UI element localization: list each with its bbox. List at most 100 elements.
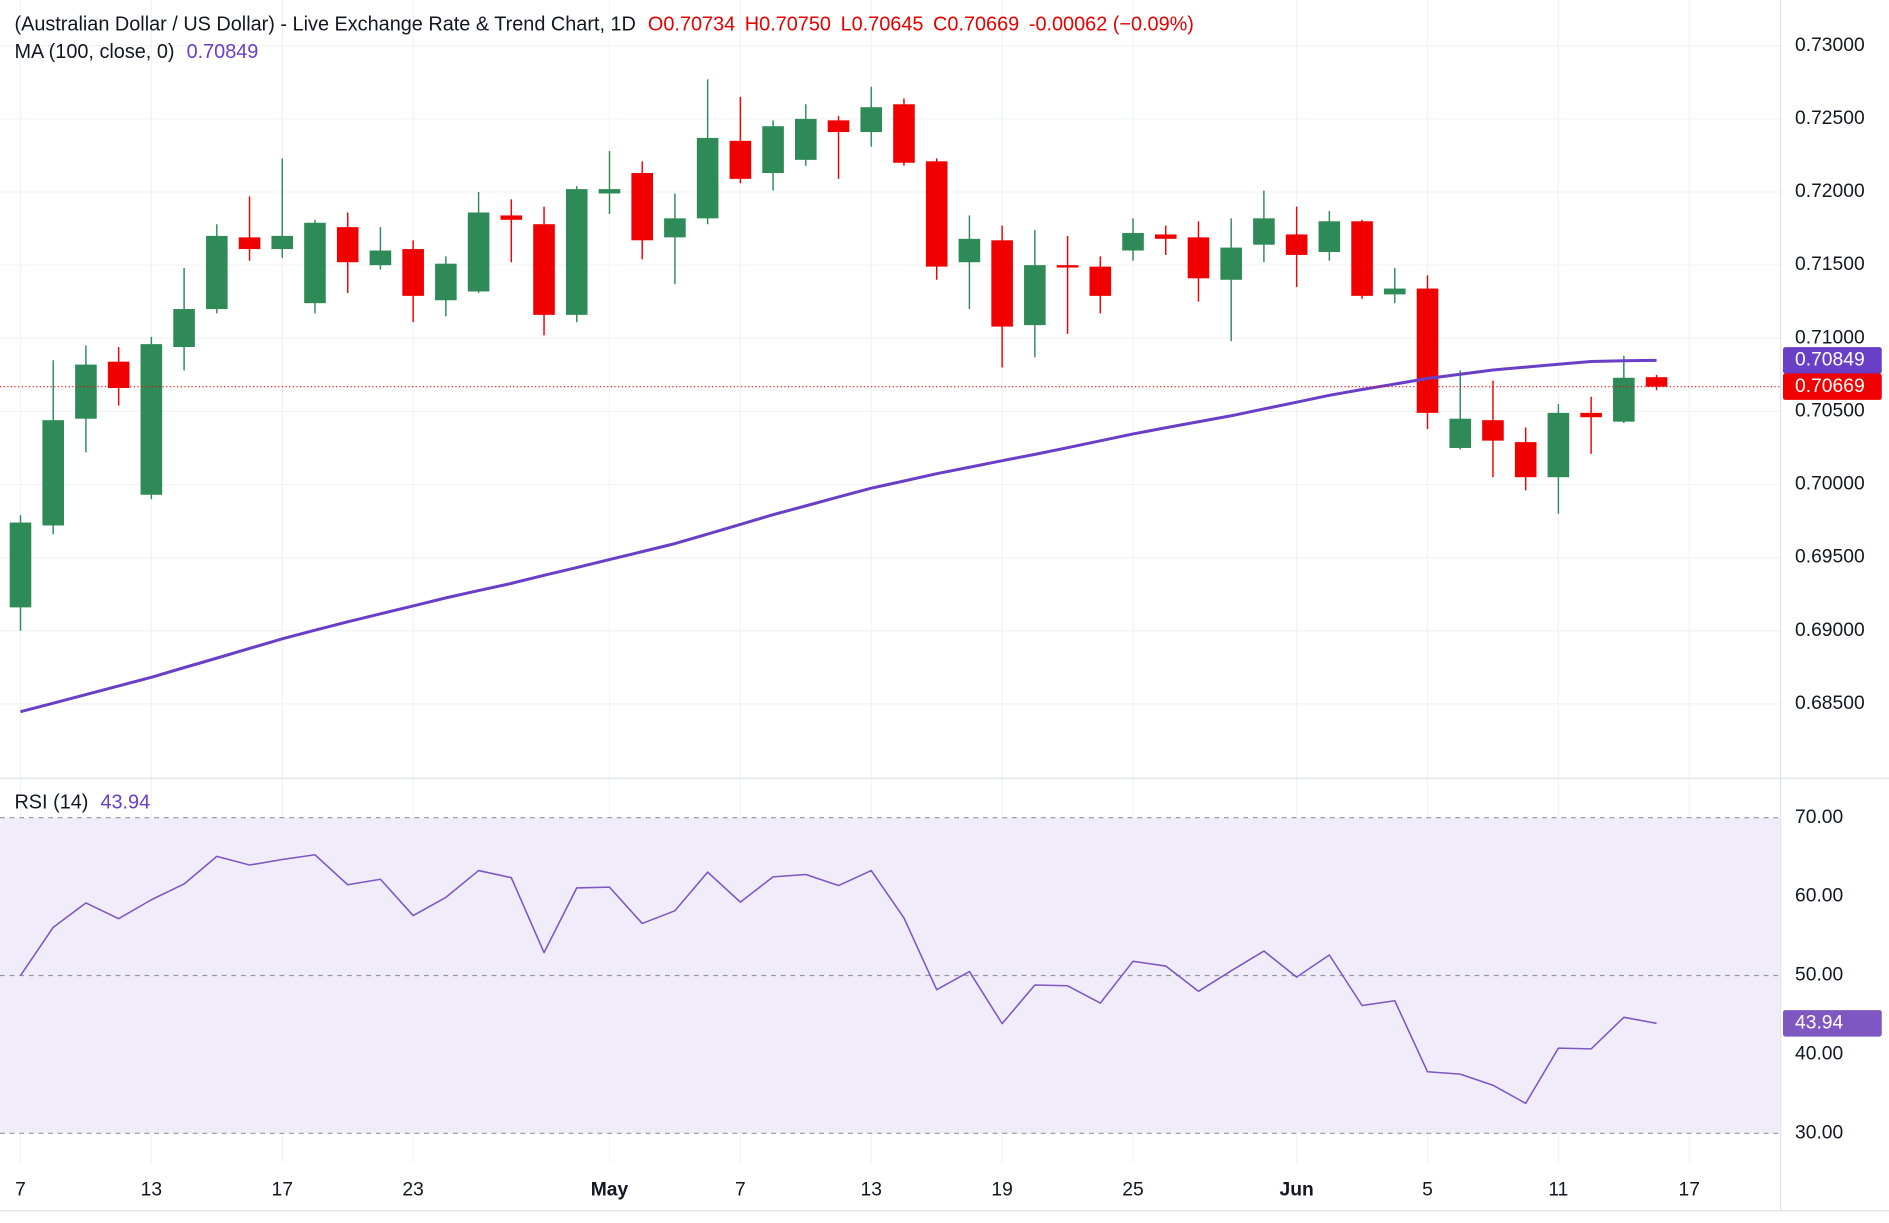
rsi-value: 43.94 [100,792,150,814]
legend-header: (Australian Dollar / US Dollar) - Live E… [14,14,1193,36]
legend-open: O0.70734 [648,14,735,36]
y-tick-label: 0.68500 [1795,693,1865,714]
candle-body [1089,266,1112,296]
x-tick-label: Jun [1279,1179,1313,1200]
plot [0,79,1781,1105]
rsi-tick-label: 70.00 [1795,807,1843,828]
candle-body [107,361,130,389]
ma-line [20,358,1657,714]
x-tick-label: 25 [1122,1179,1143,1200]
x-tick-label: 5 [1422,1179,1433,1200]
legend-change: -0.00062 (−0.09%) [1029,14,1194,36]
close-badge: 0.70669 [1795,376,1865,397]
ma-badge-bg [1782,347,1882,374]
candle-body [1645,377,1668,387]
y-tick-label: 0.71500 [1795,254,1865,275]
candle-body [1383,288,1406,295]
candle-body [304,222,326,304]
candle-body [1482,420,1504,441]
candle-body [1285,234,1308,255]
ma-legend: MA (100, close, 0) 0.70849 [14,41,258,63]
x-tick-label: 7 [735,1179,746,1200]
x-tick-label: May [591,1179,629,1200]
candle-body [631,173,653,241]
x-tick-label: 13 [141,1179,162,1200]
close-badge-bg [1782,373,1882,400]
candle-body [565,189,588,315]
rsi-badge: 43.94 [1795,1012,1843,1033]
candle-body [729,140,752,179]
y-tick-label: 0.70500 [1795,400,1865,421]
x-tick-label: 19 [991,1179,1012,1200]
candle-body [827,120,850,133]
candle-body [467,212,490,292]
candle-body [173,309,195,348]
candle-body [1187,237,1210,279]
candle-body [1154,234,1177,239]
candle-body [9,522,32,608]
candle-body [140,344,163,495]
candle-body [402,249,424,296]
candle-body [500,215,523,220]
candle-body [1318,221,1341,252]
labels: 7 13 17 23 May 7 13 19 25 Jun 5 11 17 0.68500 0.69000 0… [15,35,1882,1200]
x-tick-label: 7 [15,1179,26,1200]
legend-low: L0.70645 [841,14,924,36]
rsi-line [19,853,1657,1105]
candle-body [42,420,65,526]
candle-body [1351,221,1373,296]
candle-body [1416,288,1439,413]
x-tick-label: 17 [272,1179,293,1200]
candle-body [1514,442,1537,478]
candle-body [598,189,621,194]
candle-body [1613,377,1635,422]
rsi-tick-label: 60.00 [1795,886,1843,907]
candle-body [991,240,1013,327]
candle-body [271,235,294,250]
candle-body [762,126,784,174]
candle-body [1056,265,1079,268]
y-tick-label: 0.69000 [1795,620,1865,641]
ma-badge: 0.70849 [1795,349,1865,370]
x-tick-label: 17 [1679,1179,1700,1200]
candle-body [795,118,817,160]
x-tick-label: 11 [1548,1179,1568,1200]
candle-body [238,237,261,250]
rsi-name: RSI (14) [14,792,88,814]
candle-body [1220,247,1242,280]
y-tick-label: 0.72500 [1795,108,1865,129]
candle-body [75,364,97,419]
candle-body [1253,218,1275,245]
candle-body [1580,412,1602,418]
x-tick-label: 13 [861,1179,882,1200]
candle-body [1122,232,1144,251]
ma-name: MA (100, close, 0) [14,41,174,63]
candle-body [1024,265,1046,326]
rsi-tick-label: 50.00 [1795,965,1843,986]
candle-body [860,107,883,133]
candle-body [893,104,915,163]
rsi-badge-bg [1782,1010,1882,1037]
candle-body [696,137,719,219]
candle-body [435,263,457,301]
legend-high: H0.70750 [745,14,831,36]
candle-body [369,250,392,266]
ma-value: 0.70849 [187,41,259,63]
candle-body [1547,412,1570,478]
rsi-legend: RSI (14) 43.94 [14,792,150,814]
x-tick-label: 23 [402,1179,423,1200]
y-tick-label: 0.72000 [1795,181,1865,202]
rsi-tick-label: 30.00 [1795,1122,1843,1143]
y-tick-label: 0.69500 [1795,547,1865,568]
candle-body [958,238,981,263]
chart-title: (Australian Dollar / US Dollar) - Live E… [14,14,635,36]
candle-body [533,224,555,315]
candle-body [1449,418,1472,448]
candle-body [925,161,948,267]
legend-close: C0.70669 [933,14,1019,36]
y-tick-label: 0.71000 [1795,327,1865,348]
rsi-tick-label: 40.00 [1795,1044,1843,1065]
grid [0,0,1781,1163]
y-tick-label: 0.73000 [1795,35,1865,56]
